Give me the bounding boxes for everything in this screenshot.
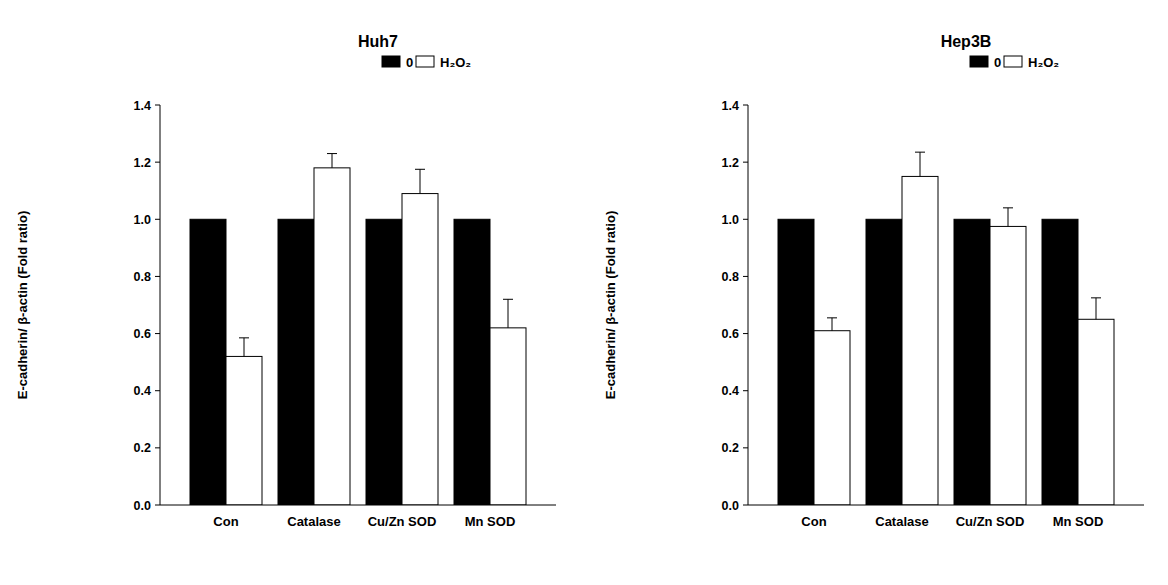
y-tick-label: 0.4	[134, 384, 151, 398]
y-tick	[743, 447, 748, 448]
y-tick-label: 1.4	[134, 99, 151, 113]
y-tick	[743, 105, 748, 106]
y-tick	[155, 505, 160, 506]
bar	[366, 219, 402, 505]
y-tick	[155, 447, 160, 448]
y-tick	[743, 162, 748, 163]
bar	[490, 328, 526, 505]
error-bar	[239, 338, 249, 357]
title: Huh7	[358, 33, 398, 50]
bar	[990, 226, 1026, 505]
x-axis	[160, 505, 556, 506]
x-tick-label: Cu/Zn SOD	[956, 514, 1025, 529]
y-tick	[155, 219, 160, 220]
y-axis	[748, 105, 749, 505]
legend-label: H₂O₂	[440, 55, 471, 70]
y-tick-label: 0.8	[134, 270, 151, 284]
y-tick-label: 1.2	[722, 156, 739, 170]
y-tick-label: 1.0	[134, 213, 151, 227]
y-tick	[743, 390, 748, 391]
bar	[954, 219, 990, 505]
chart: Hep3B E-cadherin/ β-actin (Fold ratio) 0.0…	[603, 33, 1144, 529]
legend-swatch	[1004, 56, 1022, 67]
y-tick	[743, 333, 748, 334]
legend: 0 H₂O₂	[382, 55, 471, 70]
y-axis-label: E-cadherin/ β-actin (Fold ratio)	[603, 211, 618, 400]
y-tick-label: 0.6	[722, 327, 739, 341]
y-tick-label: 1.2	[134, 156, 151, 170]
bar	[902, 176, 938, 505]
legend-label: H₂O₂	[1028, 55, 1059, 70]
y-tick	[743, 219, 748, 220]
error-bar	[827, 318, 837, 331]
y-tick-label: 0.0	[722, 499, 739, 513]
x-tick-label: Catalase	[287, 514, 340, 529]
y-axis-label: E-cadherin/ β-actin (Fold ratio)	[15, 211, 30, 400]
x-tick-label: Mn SOD	[465, 514, 516, 529]
legend: 0 H₂O₂	[970, 55, 1059, 70]
figure: Huh7 E-cadherin/ β-actin (Fold ratio) 0.0 0…	[0, 0, 1168, 585]
bar	[190, 219, 226, 505]
bar	[866, 219, 902, 505]
y-tick	[743, 276, 748, 277]
y-tick-label: 0.0	[134, 499, 151, 513]
error-bar	[1003, 208, 1013, 227]
bar	[454, 219, 490, 505]
y-tick-label: 1.0	[722, 213, 739, 227]
bar	[402, 194, 438, 505]
error-bar	[327, 154, 337, 168]
bar	[814, 331, 850, 505]
title: Hep3B	[941, 33, 992, 50]
legend-swatch	[970, 56, 988, 67]
x-axis	[748, 505, 1144, 506]
y-axis	[160, 105, 161, 505]
y-tick-label: 0.8	[722, 270, 739, 284]
error-bar	[1091, 298, 1101, 319]
y-tick	[155, 162, 160, 163]
x-tick-label: Cu/Zn SOD	[368, 514, 437, 529]
chart: Huh7 E-cadherin/ β-actin (Fold ratio) 0.0 0…	[15, 33, 556, 529]
y-tick	[155, 105, 160, 106]
x-tick-label: Con	[801, 514, 826, 529]
bars	[190, 154, 526, 505]
bars	[778, 152, 1114, 505]
bar	[226, 356, 262, 505]
y-tick	[743, 505, 748, 506]
bar	[778, 219, 814, 505]
bar	[1042, 219, 1078, 505]
y-tick	[155, 390, 160, 391]
x-tick-label: Con	[213, 514, 238, 529]
bar	[278, 219, 314, 505]
x-tick-label: Mn SOD	[1053, 514, 1104, 529]
y-tick	[155, 333, 160, 334]
error-bar	[415, 169, 425, 193]
error-bar	[915, 152, 925, 176]
y-tick-label: 0.6	[134, 327, 151, 341]
legend-label: 0	[406, 55, 413, 70]
bar	[314, 168, 350, 505]
legend-label: 0	[994, 55, 1001, 70]
y-tick-label: 0.2	[134, 441, 151, 455]
y-tick-label: 0.4	[722, 384, 739, 398]
x-tick-label: Catalase	[875, 514, 928, 529]
legend-swatch	[382, 56, 400, 67]
legend-swatch	[416, 56, 434, 67]
bar	[1078, 319, 1114, 505]
y-tick-label: 0.2	[722, 441, 739, 455]
y-tick	[155, 276, 160, 277]
error-bar	[503, 299, 513, 328]
y-tick-label: 1.4	[722, 99, 739, 113]
